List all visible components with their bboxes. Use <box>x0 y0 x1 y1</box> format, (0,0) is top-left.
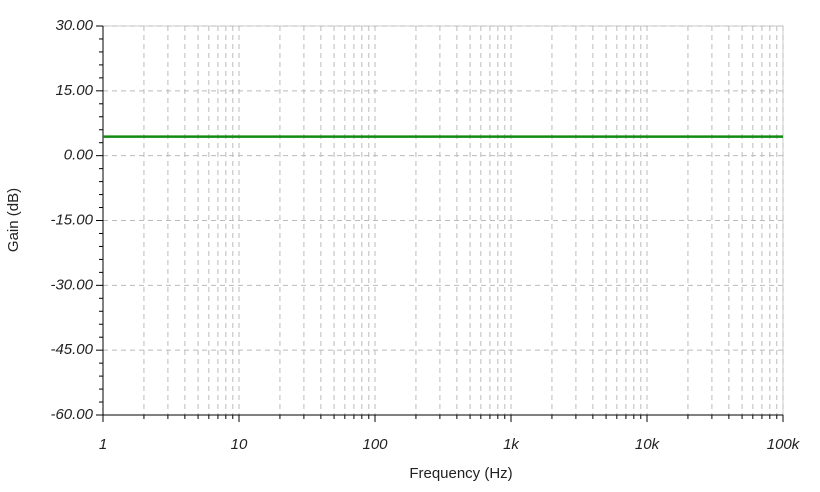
y-tick-label: -15.00 <box>50 211 93 228</box>
x-tick-label: 100k <box>767 436 801 453</box>
y-tick-label: 0.00 <box>64 147 94 164</box>
x-tick-label: 10k <box>635 436 661 453</box>
y-tick-label: 30.00 <box>55 17 93 34</box>
y-tick-label: -30.00 <box>50 276 93 293</box>
y-tick-label: -45.00 <box>50 341 93 358</box>
x-axis-label: Frequency (Hz) <box>409 465 512 482</box>
x-tick-label: 10 <box>231 436 248 453</box>
x-tick-label: 1 <box>99 436 107 453</box>
x-tick-label: 1k <box>503 436 520 453</box>
y-tick-label: 15.00 <box>55 82 93 99</box>
y-tick-label: -60.00 <box>50 406 93 423</box>
y-axis-label: Gain (dB) <box>5 188 22 252</box>
x-tick-label: 100 <box>362 436 388 453</box>
